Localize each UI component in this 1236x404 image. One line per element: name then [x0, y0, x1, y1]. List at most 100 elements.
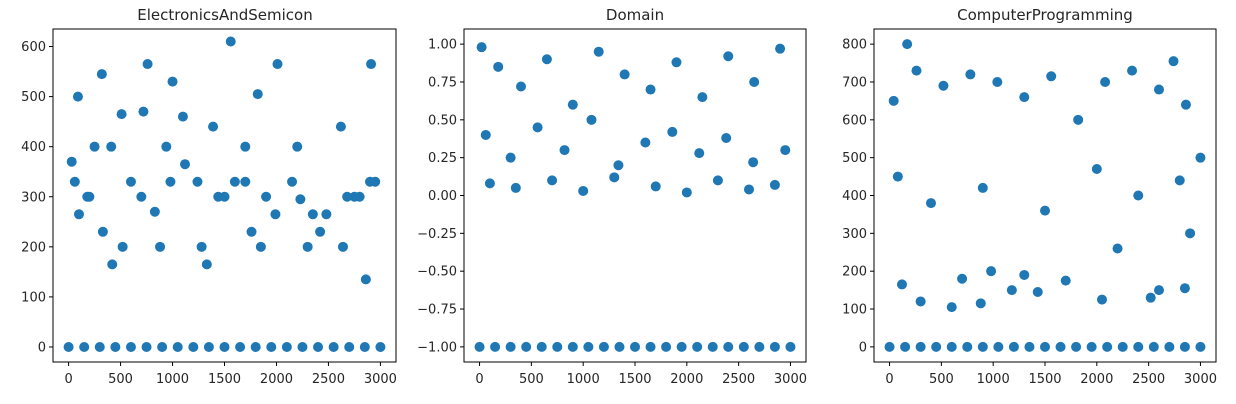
y-tick-label: 500	[842, 151, 867, 166]
yticks-2: 1.00 0.75 0.50 0.25 0.00 −0.25 −0.50 −0.75 −1.00	[417, 38, 464, 355]
scatter-point	[272, 59, 283, 70]
scatter-point	[252, 89, 263, 100]
scatter-point	[559, 145, 570, 156]
scatter-point	[246, 226, 257, 237]
xticks-3: 0 500 1000 1500 2000 2500 3000	[885, 362, 1217, 387]
xticks-2: 0 500 1000 1500 2000 2500 3000	[475, 362, 807, 387]
x-tick-label: 2000	[260, 372, 293, 387]
scatter-point	[661, 341, 672, 352]
scatter-point	[888, 95, 899, 106]
scatter-point	[697, 92, 708, 103]
scatter-point	[328, 341, 339, 352]
y-tick-label: 800	[842, 38, 867, 53]
scatter-point	[295, 194, 306, 205]
points-2	[474, 42, 796, 352]
scatter-point	[992, 76, 1003, 87]
scatter-point	[287, 176, 298, 187]
scatter-point	[567, 341, 578, 352]
plot-title-1: ElectronicsAndSemicon	[137, 6, 313, 24]
scatter-point	[896, 279, 907, 290]
scatter-point	[754, 341, 765, 352]
scatter-point	[1145, 292, 1156, 303]
x-tick-label: 3000	[774, 372, 807, 387]
scatter-point	[142, 59, 153, 70]
scatter-point	[1164, 341, 1175, 352]
scatter-point	[89, 141, 100, 152]
scatter-point	[342, 191, 353, 202]
x-tick-label: 2000	[1080, 372, 1113, 387]
scatter-point	[938, 80, 949, 91]
scatter-point	[532, 122, 543, 133]
scatter-point	[911, 65, 922, 76]
scatter-point	[578, 185, 589, 196]
scatter-point	[1102, 341, 1113, 352]
scatter-point	[671, 57, 682, 68]
scatter-point	[292, 141, 303, 152]
scatter-point	[630, 341, 640, 352]
y-tick-label: 0	[38, 340, 46, 355]
scatter-point	[1006, 285, 1017, 296]
scatter-point	[667, 126, 678, 137]
scatter-point	[359, 341, 370, 352]
scatter-point	[219, 341, 230, 352]
scatter-point	[302, 241, 313, 252]
scatter-point	[366, 59, 377, 70]
x-tick-label: 500	[519, 372, 544, 387]
scatter-point	[116, 109, 127, 120]
y-tick-label: −0.25	[417, 227, 457, 242]
scatter-point	[645, 341, 656, 352]
axes-frame-1	[52, 28, 397, 363]
scatter-point	[261, 191, 272, 202]
scatter-point	[946, 302, 957, 313]
x-tick-label: 500	[108, 372, 133, 387]
scatter-point	[281, 341, 292, 352]
scatter-point	[1168, 56, 1179, 67]
scatter-point	[1097, 294, 1107, 305]
scatter-point	[1100, 76, 1111, 87]
scatter-point	[375, 341, 386, 352]
scatter-point	[744, 184, 754, 195]
scatter-point	[484, 178, 495, 189]
scatter-point	[586, 114, 597, 125]
scatter-point	[1154, 285, 1164, 296]
scatter-point	[165, 176, 176, 187]
y-tick-label: −0.50	[417, 265, 457, 280]
scatter-point	[219, 191, 230, 202]
scatter-point	[235, 341, 246, 352]
points-3	[884, 39, 1206, 352]
scatter-point	[521, 341, 532, 352]
x-tick-label: 1000	[567, 372, 600, 387]
y-tick-label: 0.00	[428, 189, 457, 204]
scatter-point	[1040, 205, 1050, 216]
scatter-point	[884, 341, 895, 352]
scatter-point	[1091, 164, 1102, 175]
scatter-point	[335, 121, 346, 132]
scatter-point	[97, 226, 108, 237]
x-tick-label: 0	[64, 372, 72, 387]
scatter-point	[1055, 341, 1066, 352]
scatter-point	[161, 141, 172, 152]
scatter-point	[225, 36, 236, 47]
scatter-point	[297, 341, 308, 352]
scatter-point	[547, 175, 558, 186]
scatter-point	[926, 198, 936, 209]
scatter-point	[1071, 341, 1082, 352]
scatter-point	[360, 274, 371, 285]
scatter-point	[229, 176, 240, 187]
scatter-point	[474, 341, 485, 352]
subplot-electronics: ElectronicsAndSemicon 0 500 1000 1500 2000 25…	[21, 6, 397, 387]
yticks-1: 0 100 200 300 400 500 600	[21, 40, 53, 355]
x-tick-label: 1000	[156, 372, 189, 387]
scatter-point	[1195, 341, 1206, 352]
scatter-point	[255, 241, 266, 252]
scatter-point	[1032, 286, 1043, 297]
y-tick-label: 0.50	[428, 113, 457, 128]
axes-frame-2	[463, 28, 807, 363]
scatter-point	[902, 39, 913, 50]
scatter-point	[721, 132, 732, 143]
scatter-point	[155, 241, 166, 252]
scatter-point	[240, 141, 251, 152]
scatter-point	[476, 42, 487, 53]
scatter-point	[94, 341, 105, 352]
